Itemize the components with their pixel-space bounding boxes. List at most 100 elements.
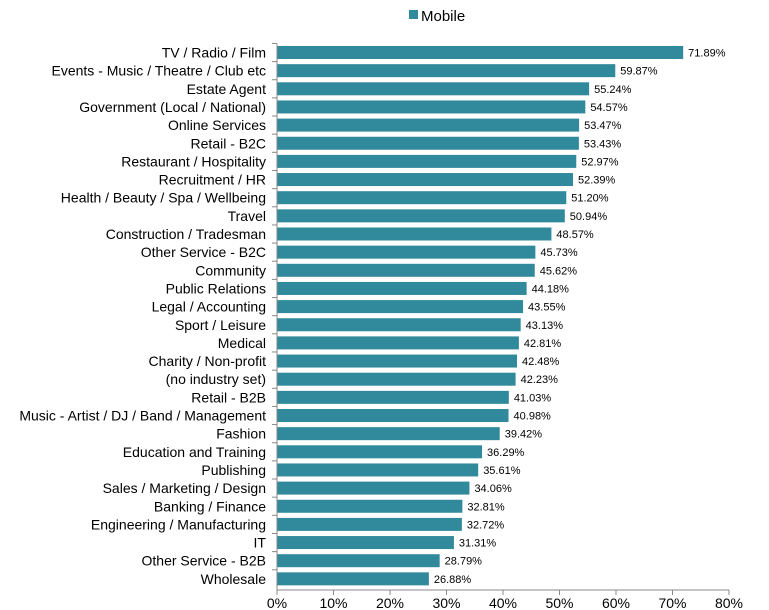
category-label: Sales / Marketing / Design (103, 480, 266, 496)
bar (277, 572, 429, 586)
bar (277, 245, 536, 259)
category-label: Retail - B2C (191, 135, 266, 151)
category-label: Online Services (168, 117, 266, 133)
bar (277, 154, 577, 168)
x-tick-labels: 0% 10% 20% 30% 40% 50% 60% 70% 80% (267, 595, 743, 610)
data-label: 44.18% (532, 283, 570, 295)
category-label: Retail - B2B (191, 389, 266, 405)
category-label: Sport / Leisure (175, 317, 266, 333)
bar (277, 445, 483, 459)
category-label: Charity / Non-profit (149, 353, 267, 369)
bar (277, 390, 509, 404)
data-label: 42.23% (521, 374, 559, 386)
category-label: Estate Agent (187, 81, 267, 97)
data-label: 32.81% (467, 501, 505, 513)
bar (277, 209, 565, 223)
category-label: TV / Radio / Film (162, 45, 266, 61)
bar (277, 191, 567, 205)
x-tick-label: 20% (376, 595, 404, 610)
bar (277, 227, 552, 241)
category-label: Recruitment / HR (159, 172, 266, 188)
data-label: 26.88% (434, 574, 472, 586)
bar (277, 118, 580, 132)
data-label: 48.57% (556, 229, 594, 241)
bar (277, 499, 463, 513)
data-label: 43.55% (528, 302, 566, 314)
x-tick-label: 70% (658, 595, 686, 610)
bar (277, 354, 518, 368)
category-label: Fashion (216, 426, 266, 442)
category-label: Music - Artist / DJ / Band / Management (19, 408, 266, 424)
x-tick-label: 50% (545, 595, 573, 610)
bar (277, 318, 521, 332)
bar (277, 281, 527, 295)
category-label: IT (254, 535, 267, 551)
bar (277, 409, 509, 422)
data-label: 50.94% (570, 211, 608, 223)
data-label: 55.24% (594, 84, 632, 96)
bar (277, 64, 616, 78)
data-label: 59.87% (620, 66, 658, 78)
data-label: 42.48% (522, 356, 560, 368)
x-tick-label: 40% (489, 595, 517, 610)
data-label: 32.72% (467, 519, 505, 531)
bar (277, 336, 519, 350)
data-labels: 71.89% 59.87% 55.24% 54.57% 53.47% 53.43% 52.9… (434, 48, 726, 586)
data-label: 43.13% (526, 320, 564, 332)
data-label: 31.31% (459, 538, 497, 550)
category-label: Construction / Tradesman (106, 226, 266, 242)
category-label: Restaurant / Hospitality (121, 153, 266, 169)
axes (272, 42, 730, 595)
bar (277, 463, 479, 477)
category-label: Health / Beauty / Spa / Wellbeing (61, 190, 266, 206)
category-label: Community (195, 262, 266, 278)
category-label: Engineering / Manufacturing (91, 516, 266, 532)
data-label: 71.89% (688, 48, 726, 60)
x-tick-label: 0% (267, 595, 287, 610)
category-labels: TV / Radio / Film Events - Music / Theatr… (19, 45, 266, 587)
category-label: Education and Training (123, 444, 266, 460)
bar (277, 82, 590, 96)
category-label: Travel (228, 208, 266, 224)
data-label: 52.97% (581, 156, 619, 168)
data-label: 53.43% (584, 138, 622, 150)
x-tick-label: 10% (319, 595, 347, 610)
category-label: Events - Music / Theatre / Club etc (52, 63, 267, 79)
data-label: 36.29% (487, 447, 525, 459)
category-label: Government (Local / National) (79, 99, 266, 115)
bar (277, 136, 579, 150)
bar (277, 300, 524, 314)
category-label: Publishing (201, 462, 266, 478)
x-tick-label: 30% (432, 595, 460, 610)
category-label: Other Service - B2C (141, 244, 266, 260)
bar (277, 100, 586, 114)
category-label: Other Service - B2B (142, 553, 267, 569)
bar (277, 372, 516, 386)
data-label: 35.61% (483, 465, 521, 477)
legend: Mobile (409, 8, 465, 25)
bar (277, 481, 470, 495)
category-label: Banking / Finance (154, 498, 266, 514)
data-label: 41.03% (514, 392, 552, 404)
bar (277, 517, 462, 531)
bar (277, 263, 535, 277)
x-tick-label: 80% (715, 595, 743, 610)
data-label: 53.47% (584, 120, 622, 132)
bar (277, 173, 573, 187)
data-label: 34.06% (474, 483, 512, 495)
category-label: Public Relations (166, 280, 266, 296)
bar (277, 536, 454, 550)
bar (277, 554, 440, 568)
data-label: 45.73% (540, 247, 578, 259)
data-label: 42.81% (524, 338, 562, 350)
data-label: 39.42% (505, 429, 543, 441)
x-tick-label: 60% (602, 595, 630, 610)
data-label: 28.79% (445, 556, 483, 568)
category-label: (no industry set) (166, 371, 266, 387)
bar (277, 46, 684, 59)
data-label: 51.20% (571, 193, 609, 205)
legend-swatch-mobile (409, 10, 418, 19)
category-label: Wholesale (201, 571, 267, 587)
bar (277, 427, 500, 441)
